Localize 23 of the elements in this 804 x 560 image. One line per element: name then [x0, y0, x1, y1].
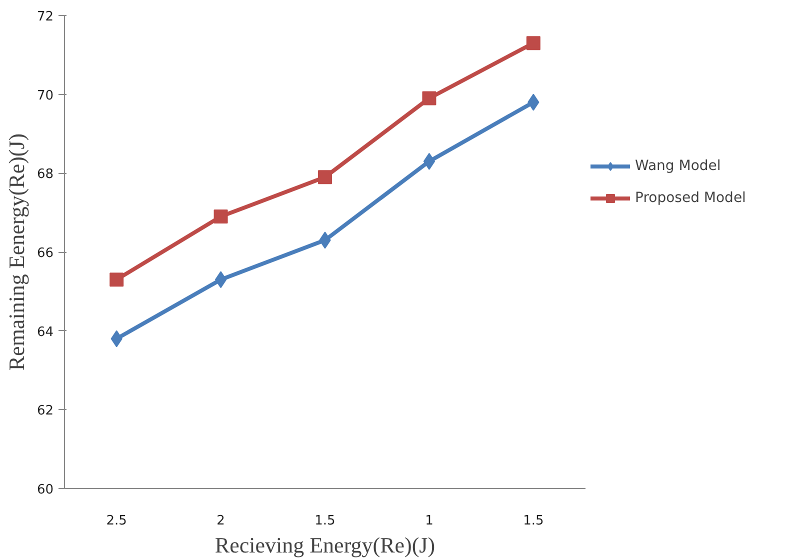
- legend-label: Wang Model: [635, 158, 721, 174]
- point: [110, 272, 124, 287]
- y-tick-label: 68: [36, 167, 54, 182]
- y-axis-title: Remaining Eenergy(Re)(J): [4, 133, 29, 371]
- y-tick-label: 70: [36, 88, 54, 104]
- y-tick-label: 66: [36, 246, 54, 261]
- y-tick-label: 60: [36, 482, 54, 498]
- x-tick-label: 2: [216, 514, 225, 528]
- point: [526, 36, 540, 50]
- point: [422, 91, 436, 106]
- x-tick-label: 1: [425, 514, 434, 528]
- x-axis-title: Recieving Energy(Re)(J): [214, 532, 436, 558]
- point: [318, 170, 332, 184]
- y-tick-label: 72: [36, 10, 54, 24]
- y-tick-label: 62: [36, 404, 54, 419]
- legend-label: Proposed Model: [635, 190, 746, 206]
- point: [214, 271, 227, 288]
- x-tick-label: 2.5: [106, 514, 127, 528]
- point: [214, 210, 228, 224]
- point: [423, 152, 436, 170]
- x-tick-label: 1.5: [523, 514, 544, 528]
- x-tick-label: 1.5: [314, 514, 336, 528]
- y-tick-label: 64: [36, 324, 54, 340]
